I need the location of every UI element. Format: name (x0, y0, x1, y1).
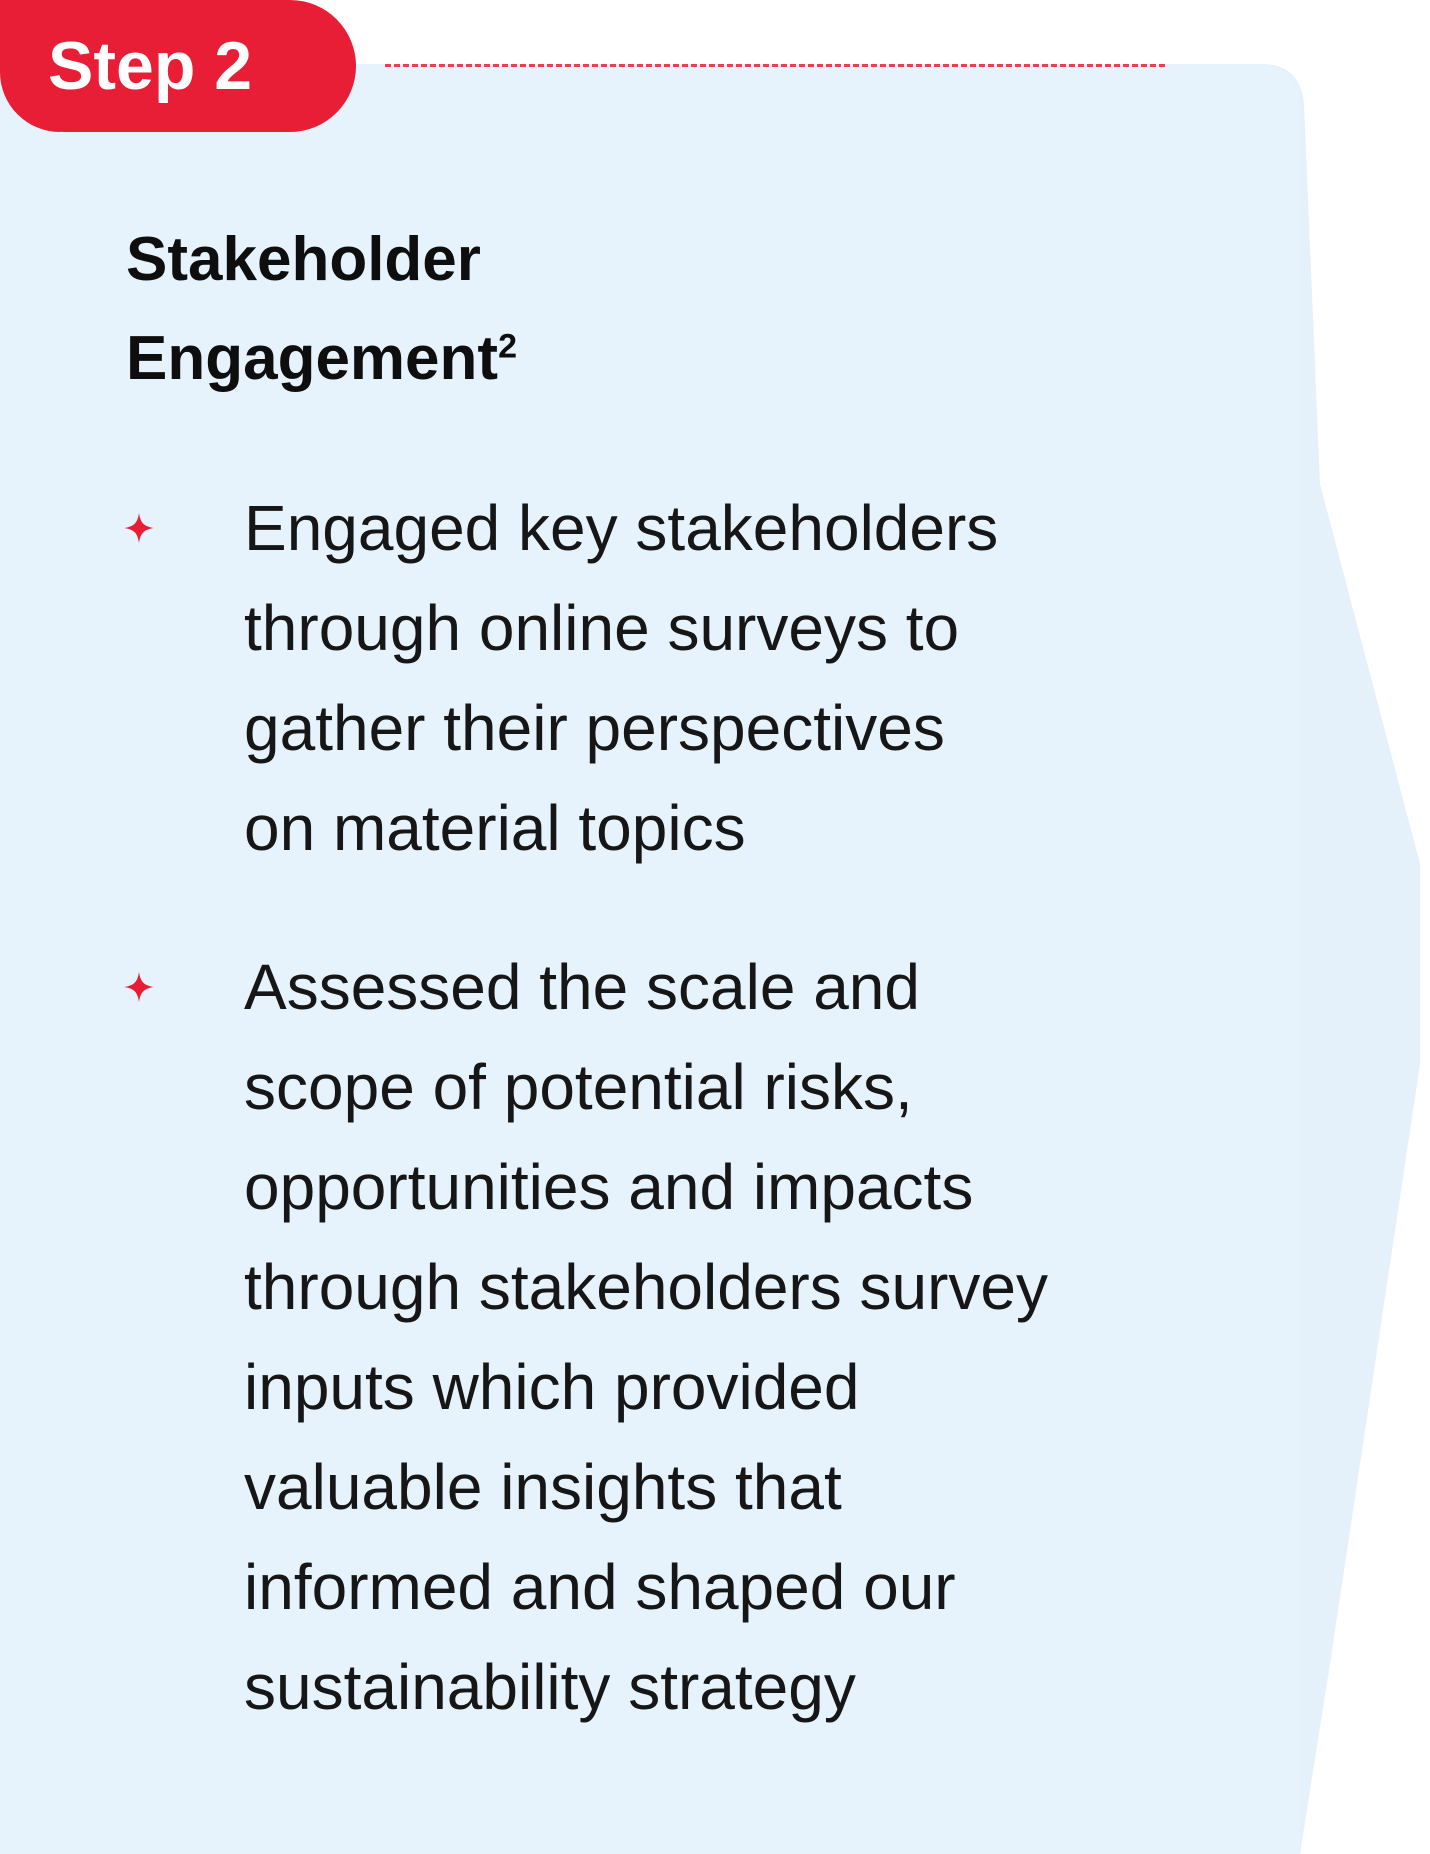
bullet-2-line-2: scope of potential risks, (244, 1051, 913, 1123)
bullet-1-line-4: on material topics (244, 792, 746, 864)
bullet-2-line-5: inputs which provided (244, 1351, 860, 1423)
step-badge: Step 2 (0, 0, 356, 132)
bullet-1-line-1: Engaged key stakeholders (244, 492, 999, 564)
bullet-2-line-6: valuable insights that (244, 1451, 842, 1523)
bullet-1-line-2: through online surveys to (244, 592, 960, 664)
title-line-2: Engagement2 (126, 309, 926, 408)
bullet-text-2: Assessed the scale and scope of potentia… (244, 937, 1194, 1737)
title-footnote: 2 (498, 327, 517, 366)
bullet-2-line-3: opportunities and impacts (244, 1151, 974, 1223)
bullet-2-line-7: informed and shaped our (244, 1551, 956, 1623)
bullet-text-1: Engaged key stakeholders through online … (244, 478, 1194, 878)
step-label: Step 2 (48, 28, 253, 104)
bullet-1-line-3: gather their perspectives (244, 692, 945, 764)
bullet-2-line-1: Assessed the scale and (244, 951, 920, 1023)
step-card (0, 64, 1300, 1854)
sparkle-icon (124, 513, 154, 543)
bullet-2-line-8: sustainability strategy (244, 1651, 856, 1723)
title-line-2-text: Engagement (126, 324, 499, 393)
title-line-1: Stakeholder (126, 225, 481, 294)
bullet-2-line-4: through stakeholders survey (244, 1251, 1048, 1323)
sparkle-icon (124, 972, 154, 1002)
section-title: Stakeholder Engagement2 (126, 210, 926, 408)
dashed-connector (385, 64, 1165, 67)
